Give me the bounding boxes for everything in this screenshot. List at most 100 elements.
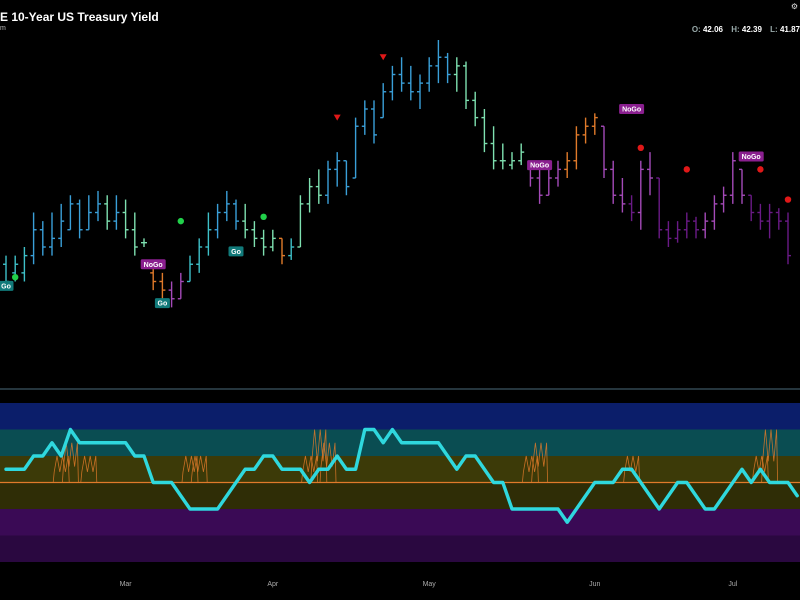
go-label: Go bbox=[228, 246, 244, 257]
price-bar bbox=[555, 160, 561, 187]
chart-title: E 10-Year US Treasury Yield bbox=[0, 10, 159, 24]
price-bar bbox=[444, 52, 451, 84]
label-badge bbox=[154, 298, 170, 309]
x-axis: Mar Apr May Jun Jul bbox=[120, 581, 738, 588]
oscillator-line bbox=[4, 427, 799, 524]
oscillator-band bbox=[0, 403, 800, 430]
price-bar bbox=[39, 221, 46, 256]
price-bar bbox=[711, 195, 718, 230]
price-bar bbox=[131, 212, 138, 256]
label-text: Go bbox=[158, 301, 168, 308]
price-bar bbox=[325, 160, 331, 204]
price-bar bbox=[306, 178, 313, 213]
price-bar bbox=[141, 238, 147, 247]
oscillator-panel[interactable] bbox=[0, 403, 800, 562]
price-bar bbox=[702, 212, 709, 239]
price-bar bbox=[509, 152, 515, 170]
price-bar bbox=[343, 160, 350, 196]
price-bar bbox=[775, 208, 782, 230]
price-bar bbox=[233, 199, 239, 230]
price-bar bbox=[610, 160, 617, 204]
price-bar bbox=[656, 177, 663, 239]
volume-wick bbox=[190, 455, 208, 483]
price-bar bbox=[619, 178, 626, 213]
price-bar bbox=[214, 203, 221, 239]
price-bar bbox=[693, 216, 699, 239]
label-text: NoGo bbox=[742, 154, 761, 161]
price-bar bbox=[288, 238, 295, 260]
price-bar bbox=[380, 83, 387, 119]
price-bar bbox=[757, 203, 764, 230]
price-bar bbox=[720, 186, 727, 213]
price-bar bbox=[371, 100, 377, 144]
signal-dot bbox=[784, 196, 792, 203]
label-badge bbox=[527, 160, 553, 171]
oscillator-band bbox=[0, 482, 800, 509]
price-bar bbox=[683, 212, 690, 239]
price-bar bbox=[518, 143, 525, 166]
signal-dot bbox=[12, 273, 19, 281]
price-bar bbox=[435, 40, 442, 84]
oscillator-band bbox=[0, 456, 800, 483]
price-bar bbox=[628, 195, 635, 222]
volume-wick bbox=[531, 442, 548, 483]
price-bar bbox=[113, 195, 120, 230]
x-tick-label: Jun bbox=[589, 581, 600, 588]
volume-wick bbox=[752, 455, 769, 483]
price-bar bbox=[58, 203, 65, 247]
open-readout: O: 42.06 bbox=[691, 25, 723, 34]
price-bar bbox=[95, 190, 101, 222]
price-bar bbox=[30, 212, 37, 265]
nogo-label: NoGo bbox=[738, 151, 764, 162]
label-text: Go bbox=[1, 283, 11, 290]
price-bar bbox=[67, 195, 74, 231]
label-text: Go bbox=[231, 249, 241, 256]
price-bar bbox=[417, 74, 423, 109]
price-bar bbox=[352, 117, 359, 179]
label-badge bbox=[738, 151, 764, 162]
volume-wick bbox=[310, 429, 328, 483]
price-bar bbox=[536, 169, 543, 204]
signal-dot bbox=[683, 166, 690, 173]
price-bar bbox=[545, 169, 552, 196]
low-readout: L: 41.87 bbox=[770, 25, 800, 34]
x-tick-label: Apr bbox=[267, 581, 279, 588]
price-bar bbox=[739, 168, 745, 204]
x-tick-label: Mar bbox=[120, 581, 133, 588]
price-bar bbox=[481, 109, 488, 153]
sell-triangle-icon bbox=[379, 54, 387, 61]
price-bar bbox=[407, 65, 414, 101]
price-bar bbox=[453, 57, 460, 92]
oscillator-band bbox=[0, 535, 800, 562]
price-bar bbox=[269, 229, 276, 252]
price-bar bbox=[766, 203, 773, 239]
oscillator-band bbox=[0, 509, 800, 536]
price-bar bbox=[297, 195, 304, 248]
price-bar bbox=[21, 247, 28, 282]
ohlc-readout: O: 42.06 H: 42.39 L: 41.87 bbox=[686, 25, 800, 34]
settings-icon[interactable]: ⚙ bbox=[790, 2, 798, 11]
sell-triangle-icon bbox=[333, 114, 341, 121]
price-bar bbox=[573, 126, 580, 170]
volume-wick bbox=[62, 442, 79, 483]
price-bar bbox=[104, 195, 111, 230]
price-bar bbox=[729, 152, 736, 204]
price-bar bbox=[159, 272, 166, 299]
label-badge bbox=[619, 104, 645, 114]
price-bar bbox=[582, 117, 589, 144]
signal-dot bbox=[757, 166, 764, 173]
price-bar bbox=[601, 125, 607, 178]
price-bar bbox=[242, 203, 249, 239]
price-bar bbox=[398, 57, 405, 92]
price-bar bbox=[499, 143, 506, 170]
price-bar bbox=[426, 57, 433, 92]
nogo-label: NoGo bbox=[527, 160, 553, 171]
price-panel[interactable]: Go NoGo Go Go NoGo NoGo NoGo bbox=[0, 40, 792, 309]
price-bar bbox=[389, 65, 396, 101]
label-text: NoGo bbox=[530, 163, 549, 170]
x-tick-label: May bbox=[423, 581, 437, 588]
label-badge bbox=[0, 280, 14, 291]
price-bar bbox=[85, 195, 92, 231]
nogo-label: NoGo bbox=[619, 104, 645, 114]
